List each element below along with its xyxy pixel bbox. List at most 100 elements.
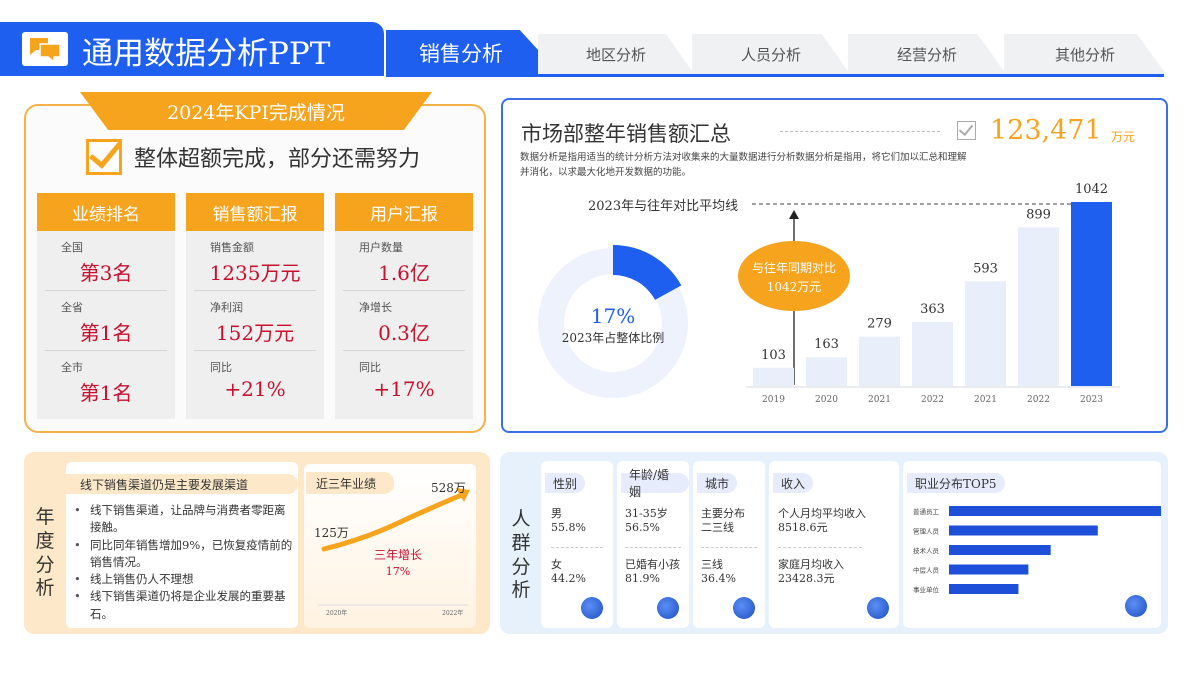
crowd-age-b-label: 已婚有小孩 — [625, 558, 680, 571]
kpi-cell-value: 第1名 — [79, 321, 133, 345]
crowd-tag: 城市 — [697, 473, 738, 493]
kpi-cell-label: 同比 — [359, 361, 381, 374]
tab-staff-analysis[interactable]: 人员分析 — [692, 34, 850, 74]
job-label: 中层人员 — [913, 566, 940, 575]
kpi-cell-label: 用户数量 — [359, 241, 403, 254]
sales-total: 123,471 — [990, 115, 1102, 146]
growth-line — [321, 491, 467, 552]
crowd-tag: 年龄/婚姻 — [621, 468, 689, 499]
kpi-cell-value: 1.6亿 — [378, 261, 430, 285]
kpi-cell: 净增长 0.3亿 — [343, 291, 465, 351]
job-label: 技术人员 — [913, 546, 940, 555]
kpi-cell-value: 1235万元 — [209, 261, 301, 285]
donut-segment — [613, 245, 682, 300]
donut-label: 2023年占整体比例 — [562, 330, 665, 345]
arrow-icon — [456, 488, 470, 502]
crowd-jobs-column: 职业分布TOP5 — [903, 461, 1161, 628]
list-item: 同比同年销售增加9%，已恢复疫情前的销售情况。 — [74, 537, 296, 572]
kpi-cell-label: 全市 — [61, 361, 83, 374]
bar — [1071, 202, 1112, 386]
kpi-cell: 同比 +17% — [343, 351, 465, 411]
callout-line1: 与往年同期对比 — [752, 260, 836, 275]
bar-category-label: 2020 — [815, 395, 838, 405]
crowd-side-label: 人群分析 — [511, 508, 531, 602]
kpi-banner: 2024年KPI完成情况 — [80, 92, 432, 130]
crowd-age-a-value: 56.5% — [625, 521, 660, 534]
bar — [912, 321, 953, 386]
tab-sales-analysis[interactable]: 销售分析 — [386, 30, 562, 76]
list-item: 线上销售仍人不理想 — [74, 571, 296, 589]
bar-value-label: 363 — [920, 302, 945, 317]
kpi-cell-value: 第1名 — [79, 381, 133, 405]
kpi-cell-value: 第3名 — [79, 261, 133, 285]
kpi-cell: 全市第1名 — [45, 351, 167, 411]
bar-category-label: 2022 — [1027, 395, 1050, 405]
crowd-income-a-value: 8518.6元 — [778, 521, 828, 534]
crowd-age-a-label: 31-35岁 — [625, 507, 668, 520]
donut-percent: 17% — [591, 304, 635, 328]
kpi-cell-value: +21% — [224, 377, 286, 401]
growth-x-start: 2020年 — [326, 609, 347, 617]
kpi-summary: 整体超额完成，部分还需努力 — [86, 139, 420, 175]
list-item: 线下销售渠道，让品牌与消费者零距离接触。 — [74, 502, 296, 537]
sales-description: 数据分析是指用适当的统计分析方法对收集来的大量数据进行分析数据分析是指用，将它们… — [520, 152, 967, 179]
sales-chart: 17% 2023年占整体比例 与往年同期对比 1042万元 103 2019 163… — [538, 182, 1120, 405]
growth-x-end: 2022年 — [442, 609, 463, 617]
divider — [625, 547, 681, 548]
bar-value-label: 1042 — [1075, 182, 1108, 197]
computer-illustration-icon — [867, 597, 889, 619]
checkbox-icon — [957, 121, 976, 140]
crowd-age-b-value: 81.9% — [625, 572, 660, 585]
kpi-column-users: 用户汇报 用户数量 1.6亿 净增长 0.3亿 同比 +17% — [335, 193, 473, 419]
crowd-tag: 职业分布TOP5 — [907, 473, 1005, 493]
kpi-cell-label: 同比 — [210, 361, 232, 374]
divider — [551, 547, 603, 548]
chat-bubbles-icon — [22, 32, 68, 66]
tab-operation-analysis[interactable]: 经营分析 — [848, 34, 1006, 74]
growth-start-value: 125万 — [314, 526, 349, 540]
divider — [701, 547, 757, 548]
yearly-bullets: 线下销售渠道，让品牌与消费者零距离接触。 同比同年销售增加9%，已恢复疫情前的销… — [74, 502, 296, 623]
crowd-gender-b-value: 44.2% — [551, 572, 586, 585]
bar — [753, 367, 794, 386]
job-bar — [949, 545, 1051, 555]
bar-category-label: 2023 — [1080, 395, 1103, 405]
kpi-cell-label: 全省 — [61, 301, 83, 314]
divider — [780, 131, 940, 132]
crowd-income-column: 收入 个人月均平均收入 8518.6元 家庭月均收入 23428.3元 — [769, 461, 899, 628]
crowd-gender-a-label: 男 — [551, 507, 562, 520]
kpi-column-ranking: 业绩排名 全国 第3名 全省 第1名 全市 第1名 — [37, 193, 175, 419]
bar — [806, 357, 847, 386]
person-illustration-icon — [657, 597, 679, 619]
yearly-tag: 线下销售渠道仍是主要发展渠道 — [66, 474, 298, 494]
kpi-column-sales: 销售额汇报 销售金额 1235万元 净利润 152万元 同比 +21% — [186, 193, 324, 419]
job-bar — [949, 584, 1019, 594]
kpi-column-title: 业绩排名 — [37, 193, 175, 231]
kpi-cell-label: 净增长 — [359, 301, 392, 314]
kpi-cell-label: 销售金额 — [210, 241, 254, 254]
sales-title: 市场部整年销售额汇总 — [521, 122, 731, 146]
kpi-column-title: 销售额汇报 — [186, 193, 324, 231]
crowd-city-b-value: 36.4% — [701, 572, 736, 585]
crowd-city-a-label: 主要分布二三线 — [701, 507, 745, 535]
kpi-cell-value: 0.3亿 — [378, 321, 430, 345]
yearly-side-label: 年度分析 — [35, 506, 55, 600]
tab-region-analysis[interactable]: 地区分析 — [538, 34, 694, 74]
bar-category-label: 2019 — [762, 395, 785, 405]
bar — [859, 336, 900, 386]
header-divider — [386, 74, 1164, 77]
bar-category-label: 2021 — [974, 395, 997, 405]
bar-value-label: 279 — [867, 317, 892, 332]
crowd-tag: 收入 — [773, 473, 814, 493]
kpi-cell-label: 全国 — [61, 241, 83, 254]
crowd-income-b-value: 23428.3元 — [778, 572, 835, 585]
bar — [965, 281, 1006, 386]
bar-value-label: 163 — [814, 337, 839, 352]
checkbox-check-icon — [86, 139, 122, 175]
crowd-gender-b-label: 女 — [551, 558, 562, 571]
tab-other-analysis[interactable]: 其他分析 — [1004, 34, 1166, 74]
growth-value: 17% — [386, 565, 410, 578]
job-label: 普通员工 — [913, 507, 940, 516]
kpi-cell: 全国第3名 — [45, 231, 167, 291]
